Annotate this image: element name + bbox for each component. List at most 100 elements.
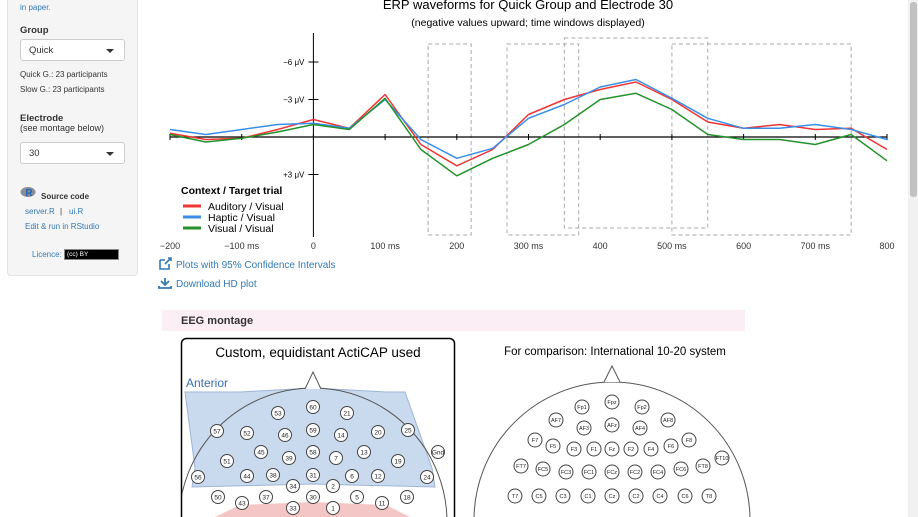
y-tick-label: −3 μV — [283, 96, 305, 105]
electrode — [371, 425, 385, 439]
electrode-label: 7 — [334, 456, 338, 463]
x-tick-label: 700 ms — [801, 241, 831, 251]
electrode — [650, 464, 666, 480]
erp-line — [169, 92, 888, 177]
electrode — [632, 420, 648, 436]
posterior-region — [215, 502, 410, 517]
electrode-label: C2 — [632, 494, 639, 500]
x-tick-label: 0 — [311, 241, 316, 251]
r-logo: R — [20, 187, 36, 199]
electrode-label: T7 — [512, 494, 518, 500]
electrode-label: 19 — [394, 459, 402, 466]
licence-label[interactable]: Licence: — [32, 250, 62, 259]
electrode — [211, 490, 225, 504]
electrode — [580, 488, 596, 504]
nose-1020 — [603, 364, 621, 383]
electrode — [652, 488, 668, 504]
electrode — [271, 406, 285, 420]
download-link-text[interactable]: Download HD plot — [176, 279, 257, 290]
group-select[interactable]: Quick — [20, 39, 125, 61]
electrode — [527, 432, 543, 448]
electrode — [340, 406, 354, 420]
electrode-label: Fp1 — [577, 405, 586, 411]
electrode-label: 37 — [262, 495, 270, 502]
electrode-label: 2 — [331, 484, 335, 491]
electrode-label: Fp2 — [637, 405, 646, 411]
electrode — [566, 441, 582, 457]
ci-link-text[interactable]: Plots with 95% Confidence Intervals — [176, 260, 336, 271]
download-link[interactable]: Download HD plot — [158, 278, 257, 290]
electrode-label: 34 — [289, 484, 297, 491]
x-tick-label: 600 — [736, 241, 751, 251]
server-link[interactable]: server.R — [25, 207, 55, 216]
electrode-label: 5 — [355, 495, 359, 502]
electrode-label: 33 — [289, 506, 297, 513]
time-window — [506, 43, 580, 236]
chart-title: ERP waveforms for Quick Group and Electr… — [383, 0, 673, 12]
electrode-label: 21 — [343, 411, 351, 418]
intro-text: in paper. — [20, 3, 51, 12]
legend-label: Visual / Visual — [208, 223, 274, 235]
time-window — [427, 43, 472, 236]
montage-heading: EEG montage — [181, 315, 253, 327]
electrode — [507, 488, 523, 504]
electrode — [431, 445, 445, 459]
electrode-label: 20 — [374, 430, 382, 437]
electrode-note: (see montage below) — [20, 123, 105, 133]
electrode-label: C4 — [656, 494, 663, 500]
electrode — [555, 488, 571, 504]
electrode-label: C6 — [681, 494, 688, 500]
electrode — [391, 454, 405, 468]
legend-label: Auditory / Visual — [208, 201, 284, 213]
scrollbar-thumb[interactable] — [910, 2, 917, 197]
group-label: Group — [20, 25, 49, 36]
y-tick-label: −6 μV — [283, 58, 305, 67]
electrode-label: FC3 — [561, 470, 571, 476]
electrode — [677, 488, 693, 504]
electrode-label: AF7 — [551, 418, 561, 424]
electrode-label: FC5 — [538, 467, 548, 473]
electrode-label: 12 — [374, 474, 382, 481]
svg-text:R: R — [25, 188, 33, 199]
x-tick-label: 300 ms — [514, 241, 544, 251]
electrode-label: 46 — [281, 433, 289, 440]
electrode-label: 14 — [337, 433, 345, 440]
electrode — [191, 470, 205, 484]
electrode-label: F2 — [628, 447, 634, 453]
right-caption: For comparison: International 10-20 syst… — [504, 346, 726, 358]
scrollbar[interactable] — [908, 0, 918, 517]
electrode-label: F8 — [686, 438, 692, 444]
cc-badge[interactable]: (cc) BY — [64, 249, 119, 260]
ui-link[interactable]: ui.R — [69, 207, 84, 216]
electrode — [634, 399, 650, 415]
electrode — [604, 394, 620, 410]
electrode-label: C1 — [584, 494, 591, 500]
electrode — [278, 428, 292, 442]
electrode-label: C3 — [559, 494, 566, 500]
electrode — [576, 420, 592, 436]
electrode — [240, 426, 254, 440]
electrode-label: 53 — [274, 411, 282, 418]
electrode-label: AF3 — [579, 426, 589, 432]
rstudio-link[interactable]: Edit & run in RStudio — [25, 222, 100, 231]
ci-link[interactable]: Plots with 95% Confidence Intervals — [159, 257, 336, 271]
electrode — [535, 461, 551, 477]
electrode-label: 39 — [285, 456, 293, 463]
chart: −6 μV −3 μV +3 μV −200 −100 ms 0 100 ms 200 300 … — [160, 33, 895, 251]
right-electrodes: Fp1 Fpz Fp2 AF7 AF3 AFz AF4 AF8 F7 F5 F3 F1 Fz F2 F4 F6… — [507, 394, 730, 504]
x-tick-label: −200 — [160, 241, 180, 251]
electrode — [401, 423, 415, 437]
electrode-label: F5 — [550, 444, 556, 450]
separator: | — [60, 207, 63, 216]
electrode-select[interactable]: 30 — [20, 142, 125, 164]
legend-title: Context / Target trial — [181, 185, 282, 197]
electrode-label: FT8 — [698, 464, 708, 470]
electrode-label: FC6 — [676, 467, 686, 473]
electrode-label: F7 — [532, 438, 538, 444]
x-tick-label: 800 — [879, 241, 894, 251]
electrode-label: FC4 — [653, 470, 663, 476]
electrode — [663, 438, 679, 454]
